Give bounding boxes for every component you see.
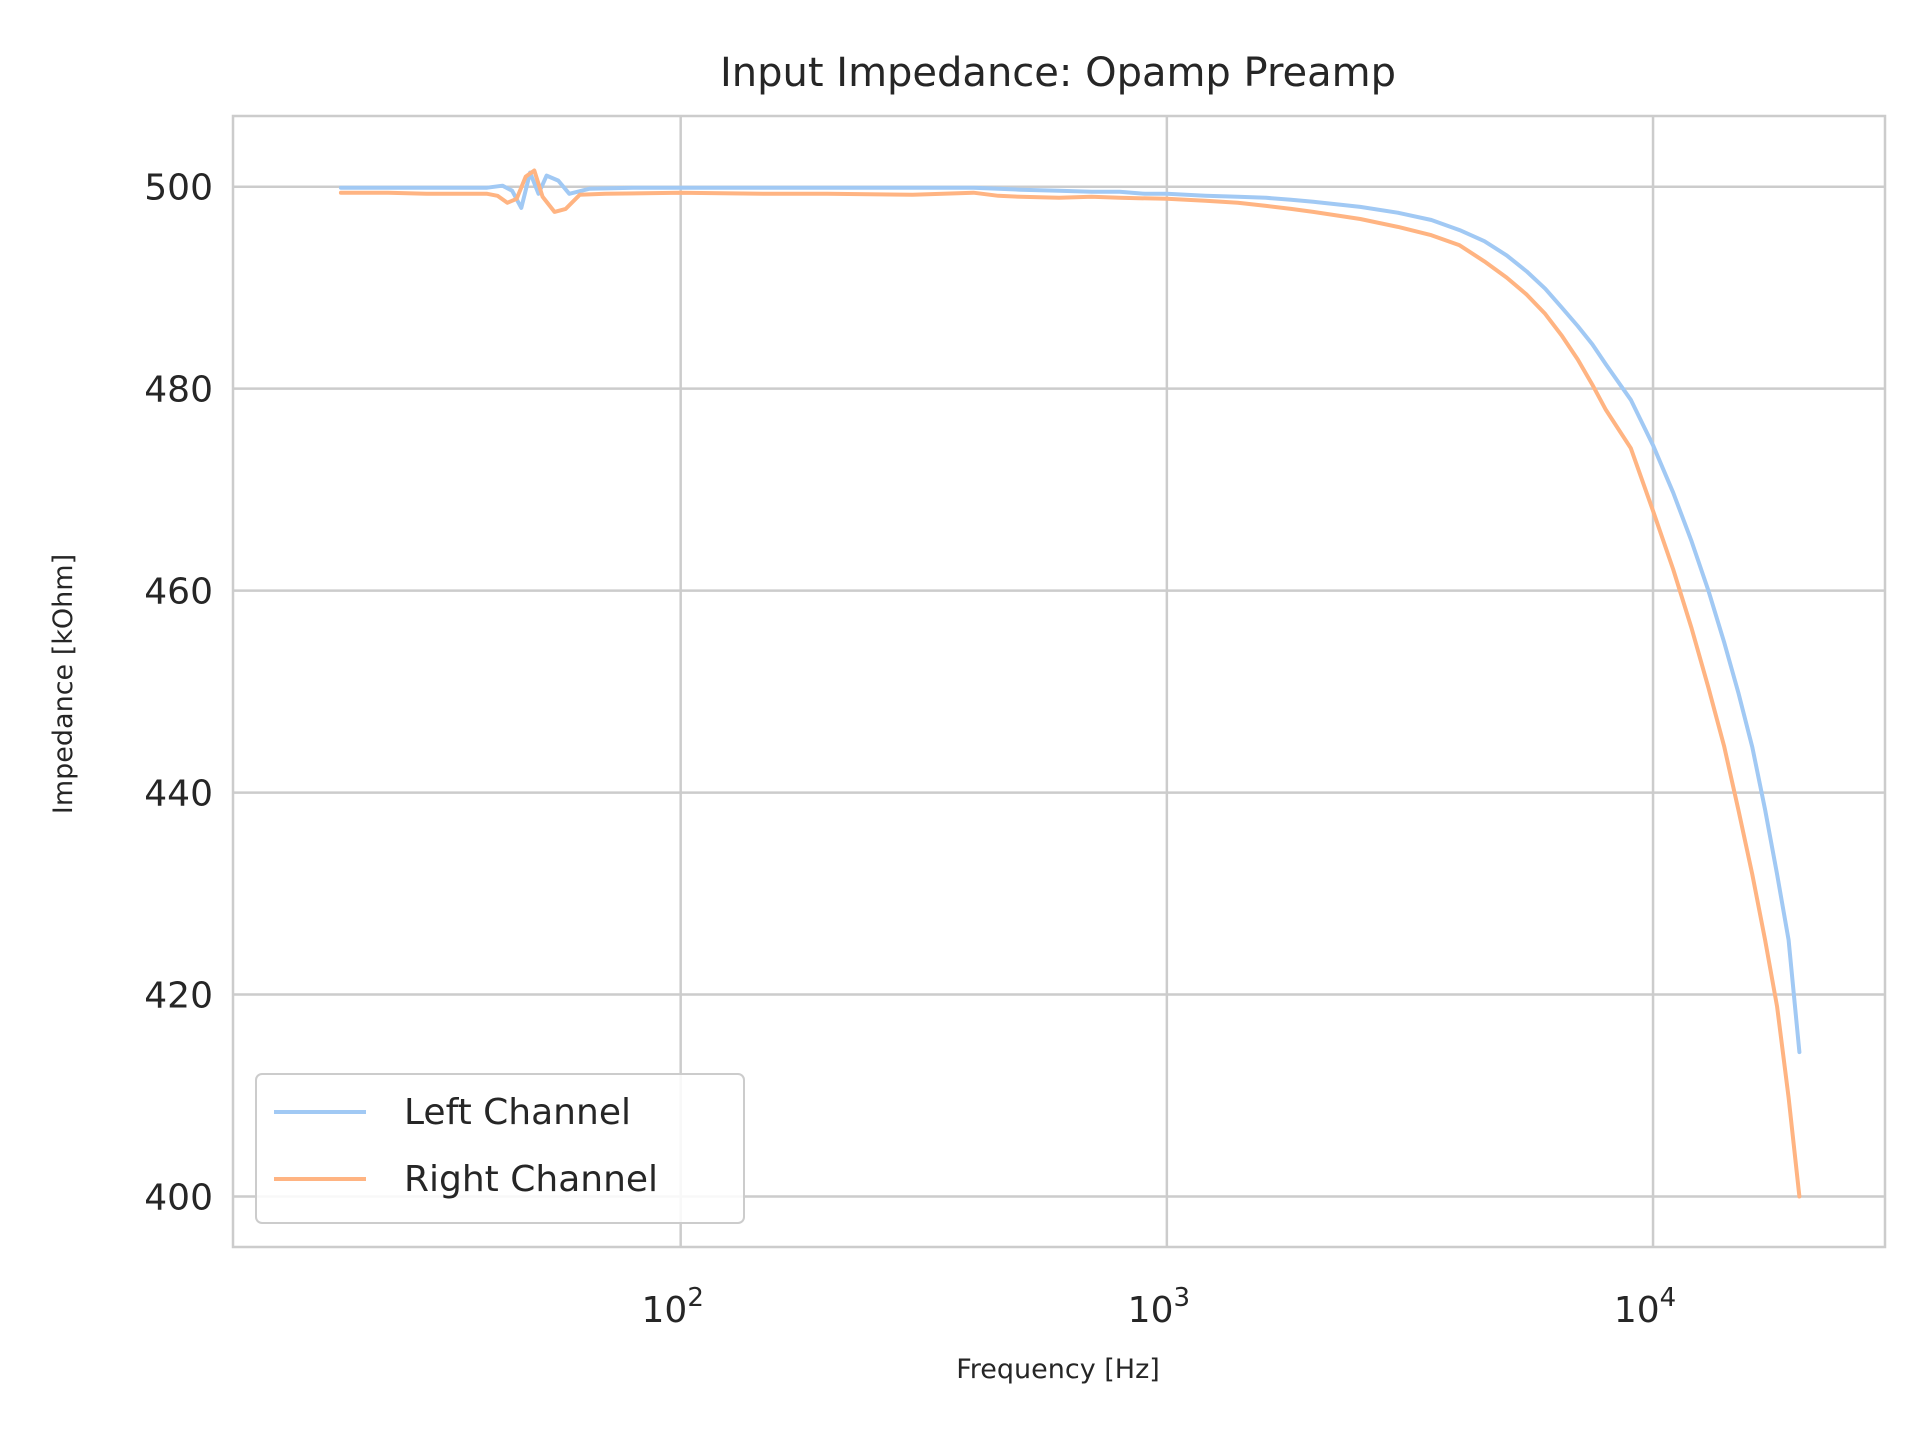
y-tick-label: 500	[144, 168, 213, 209]
series-lines	[338, 168, 1802, 1199]
y-tick-labels: 400 420 440 460 480 500	[144, 168, 213, 1219]
x-tick-labels: 102 103 104	[642, 1283, 1677, 1331]
y-tick-label: 460	[144, 572, 213, 613]
y-tick-label: 480	[144, 370, 213, 411]
x-tick-label: 103	[1128, 1283, 1190, 1331]
plot-frame	[231, 114, 1887, 1249]
legend-label-right-channel: Right Channel	[404, 1159, 658, 1200]
x-axis-label: Frequency [Hz]	[956, 1354, 1160, 1385]
legend-label-left-channel: Left Channel	[404, 1092, 631, 1133]
series-line-left-channel	[338, 170, 1802, 1055]
x-tick-label: 102	[642, 1283, 704, 1331]
x-tick-label: 104	[1614, 1283, 1676, 1331]
series-line-right-channel	[338, 168, 1802, 1199]
legend-box	[255, 1073, 745, 1224]
legend: Left Channel Right Channel	[255, 1073, 745, 1224]
chart-title: Input Impedance: Opamp Preamp	[720, 50, 1396, 96]
y-tick-label: 400	[144, 1178, 213, 1219]
y-axis-label: Impedance [kOhm]	[48, 554, 79, 814]
y-tick-label: 420	[144, 976, 213, 1017]
y-tick-label: 440	[144, 774, 213, 815]
